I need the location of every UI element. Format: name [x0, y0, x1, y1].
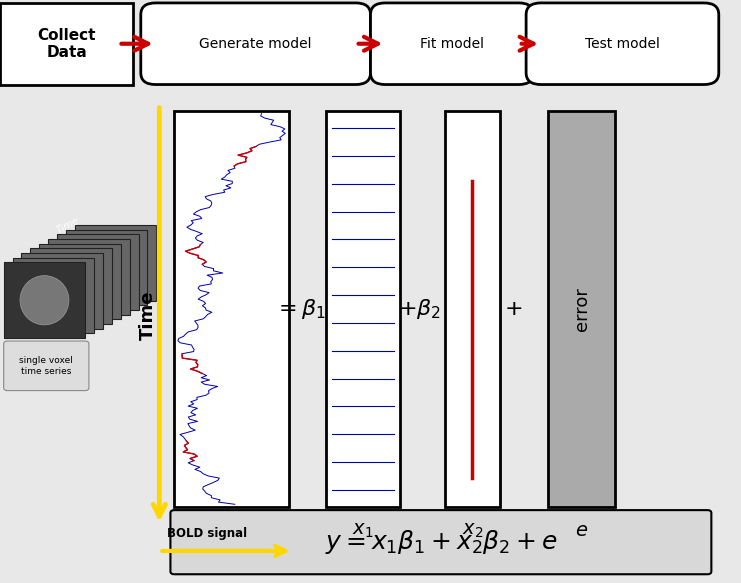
- Bar: [57, 234, 139, 310]
- FancyBboxPatch shape: [141, 3, 370, 85]
- Bar: [548, 111, 615, 507]
- FancyBboxPatch shape: [526, 3, 719, 85]
- Bar: [13, 258, 94, 333]
- Text: Test model: Test model: [585, 37, 660, 51]
- Text: Time: Time: [139, 290, 157, 339]
- Text: error: error: [573, 287, 591, 331]
- Text: $e$: $e$: [575, 521, 588, 540]
- Text: $= \beta_1$: $= \beta_1$: [274, 297, 326, 321]
- Text: Generate model: Generate model: [199, 37, 312, 51]
- Text: Time: Time: [55, 215, 82, 236]
- Bar: [21, 253, 103, 329]
- FancyBboxPatch shape: [4, 341, 89, 391]
- Bar: [48, 239, 130, 315]
- Ellipse shape: [20, 276, 69, 325]
- Text: BOLD signal: BOLD signal: [167, 527, 247, 540]
- Text: $+$: $+$: [505, 299, 522, 319]
- Bar: [445, 111, 500, 507]
- Bar: [75, 225, 156, 301]
- Text: $x_2$: $x_2$: [462, 521, 483, 540]
- Bar: [174, 111, 289, 507]
- Bar: [4, 262, 85, 338]
- Text: $y = x_1\beta_1 + x_2\beta_2 + e$: $y = x_1\beta_1 + x_2\beta_2 + e$: [325, 528, 557, 556]
- FancyBboxPatch shape: [0, 3, 133, 85]
- Bar: [326, 111, 400, 507]
- FancyBboxPatch shape: [170, 510, 711, 574]
- Text: $x_1$: $x_1$: [353, 521, 373, 540]
- Text: $+ \beta_2$: $+ \beta_2$: [398, 297, 441, 321]
- FancyBboxPatch shape: [370, 3, 534, 85]
- Bar: [30, 248, 112, 324]
- Text: single voxel
time series: single voxel time series: [19, 356, 73, 375]
- Text: Collect
Data: Collect Data: [38, 27, 96, 60]
- Text: Fit model: Fit model: [420, 37, 484, 51]
- Bar: [39, 244, 121, 319]
- Bar: [66, 230, 147, 305]
